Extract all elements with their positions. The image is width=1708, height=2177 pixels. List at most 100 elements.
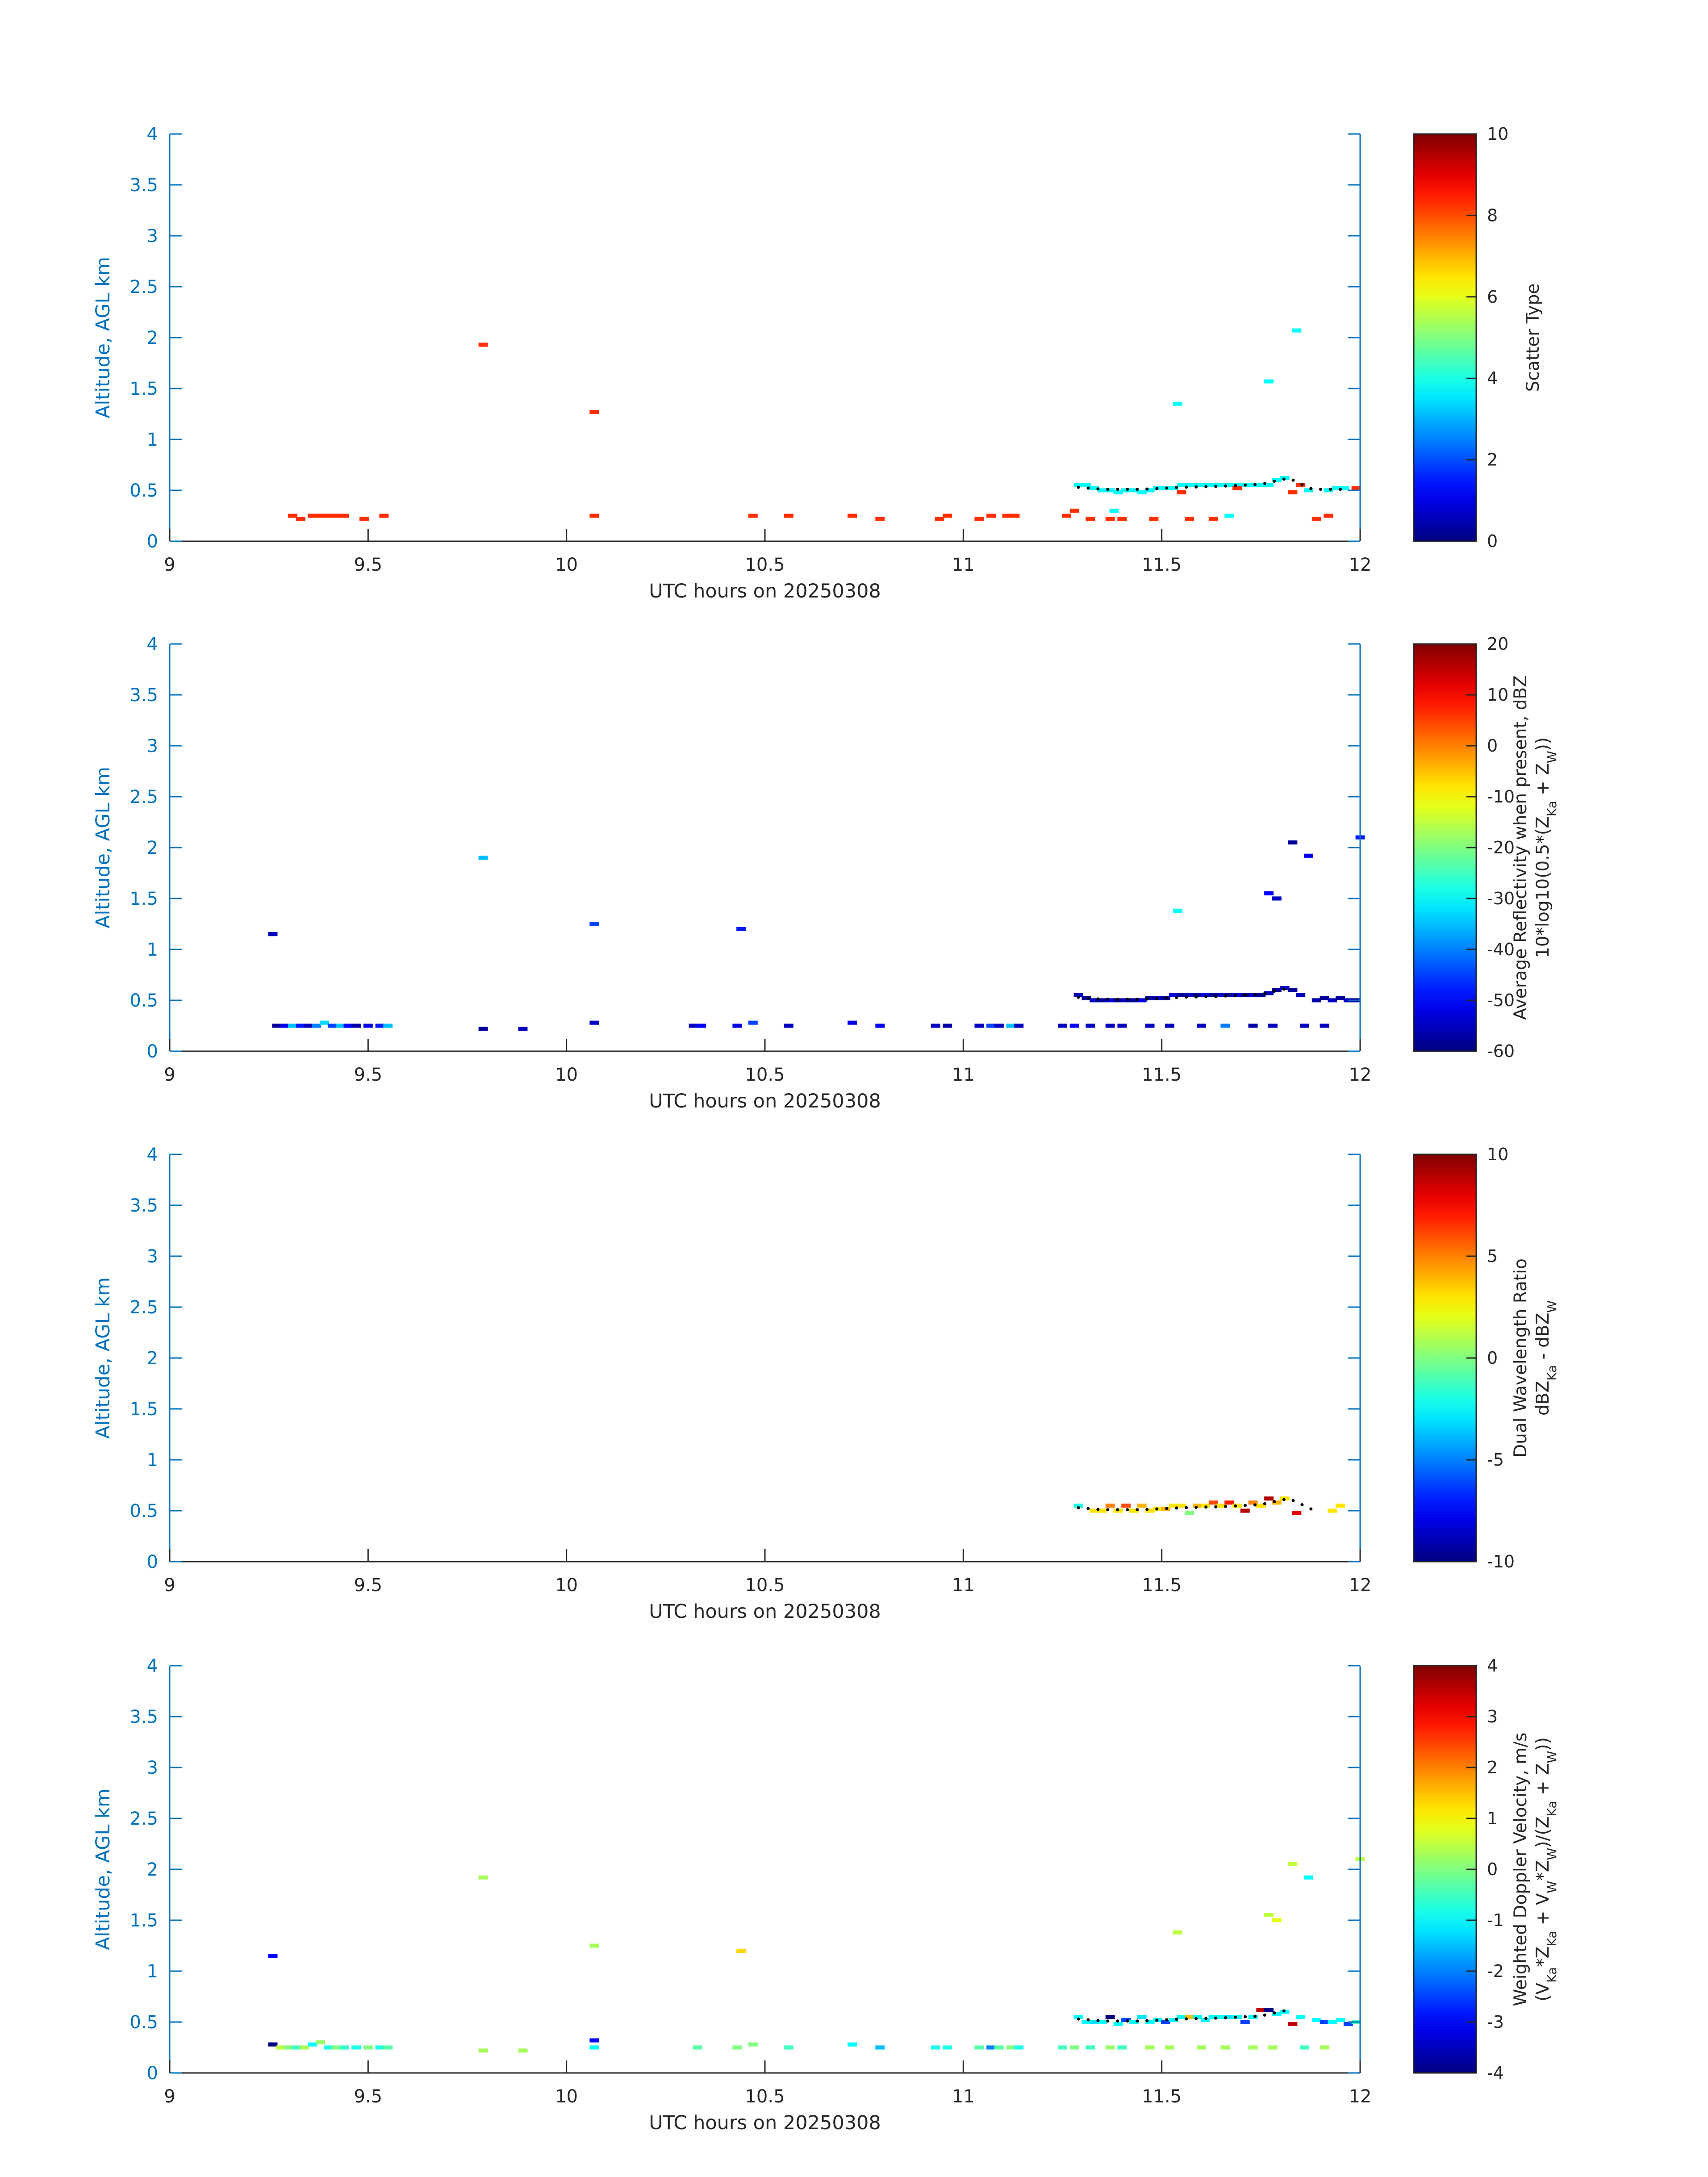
heatmap-cell bbox=[335, 1024, 345, 1028]
heatmap-cell bbox=[1208, 2015, 1218, 2019]
heatmap-cell bbox=[1311, 998, 1321, 1003]
colorbar-label-part: Dual Wavelength Ratio bbox=[1511, 1258, 1531, 1458]
heatmap-cell bbox=[1224, 2015, 1234, 2019]
heatmap-cell bbox=[359, 517, 369, 521]
colorbar-tick-label: -30 bbox=[1487, 889, 1515, 908]
heatmap-cell bbox=[1117, 1024, 1127, 1028]
y-tick-label: 1 bbox=[147, 430, 158, 450]
heatmap-cell bbox=[1328, 1508, 1337, 1513]
colorbar-label-part: dBZ bbox=[1533, 1381, 1553, 1416]
x-tick-label: 12 bbox=[1349, 2086, 1372, 2107]
x-tick-label: 10.5 bbox=[745, 1065, 785, 1085]
colorbar-label: 10*log10(0.5*(ZKa + ZW)) bbox=[1533, 737, 1559, 958]
colorbar-tick-label: -3 bbox=[1487, 2012, 1504, 2032]
heatmap-cell bbox=[288, 1024, 297, 1028]
heatmap-cell bbox=[875, 2045, 885, 2050]
colorbar-label-part: (V bbox=[1533, 1983, 1553, 2002]
heatmap-cell bbox=[1129, 998, 1139, 1003]
heatmap-cell bbox=[1197, 2045, 1206, 2050]
colorbar-tick-label: 10 bbox=[1487, 1145, 1508, 1164]
heatmap-cell bbox=[1340, 486, 1349, 490]
heatmap-cell bbox=[1082, 2020, 1091, 2024]
heatmap-cell bbox=[1086, 517, 1095, 521]
heatmap-cell bbox=[1185, 2015, 1194, 2019]
heatmap-cell bbox=[1137, 1504, 1147, 1508]
y-tick-label: 3 bbox=[147, 1246, 158, 1267]
colorbar-tick-label: -40 bbox=[1487, 940, 1515, 959]
heatmap-cell bbox=[1177, 2015, 1186, 2019]
heatmap-cell bbox=[1232, 483, 1242, 488]
colorbar-label-subscript: W bbox=[1545, 1300, 1559, 1313]
colorbar-tick-label: -4 bbox=[1487, 2063, 1504, 2083]
heatmap-cell bbox=[986, 514, 996, 518]
heatmap-cell bbox=[1169, 993, 1178, 998]
x-tick-label: 9 bbox=[164, 555, 175, 575]
y-tick-label: 2 bbox=[147, 328, 158, 348]
heatmap-cell bbox=[383, 1024, 393, 1028]
heatmap-cell bbox=[1296, 483, 1306, 488]
heatmap-cell bbox=[848, 1020, 857, 1025]
heatmap-cell bbox=[1185, 1511, 1194, 1515]
x-tick-label: 10 bbox=[555, 2086, 578, 2107]
colorbar-tick-label: 10 bbox=[1487, 124, 1508, 144]
heatmap-cell bbox=[478, 1875, 488, 1880]
heatmap-cell bbox=[1014, 1024, 1024, 1028]
heatmap-cell bbox=[1177, 490, 1186, 495]
colorbar-tick-label: -20 bbox=[1487, 838, 1515, 857]
heatmap-cell bbox=[1165, 2045, 1174, 2050]
heatmap-cell bbox=[589, 1943, 599, 1948]
heatmap-cell bbox=[1336, 996, 1345, 1000]
heatmap-cell bbox=[748, 2042, 758, 2047]
heatmap-cell bbox=[1002, 514, 1012, 518]
heatmap-cell bbox=[589, 409, 599, 414]
heatmap-cell bbox=[339, 514, 349, 518]
colorbar-tick-label: 0 bbox=[1487, 531, 1498, 551]
x-tick-label: 11 bbox=[952, 1575, 975, 1596]
heatmap-cell bbox=[1173, 908, 1182, 913]
heatmap-cell bbox=[379, 514, 389, 518]
heatmap-cell bbox=[1105, 1504, 1115, 1508]
y-tick-label: 3 bbox=[147, 1758, 158, 1778]
heatmap-cell bbox=[732, 1024, 742, 1028]
heatmap-cell bbox=[1082, 483, 1091, 488]
heatmap-cell bbox=[736, 1948, 746, 1953]
heatmap-cell bbox=[1232, 2015, 1242, 2019]
heatmap-cell bbox=[875, 517, 885, 521]
y-tick-label: 0 bbox=[147, 1041, 158, 1062]
heatmap-cell bbox=[697, 1024, 706, 1028]
heatmap-cell bbox=[1177, 483, 1186, 488]
y-tick-label: 1 bbox=[147, 1961, 158, 1982]
heatmap-cell bbox=[1351, 486, 1361, 490]
heatmap-cell bbox=[1288, 1862, 1298, 1867]
x-axis-label: UTC hours on 20250308 bbox=[649, 1600, 881, 1623]
heatmap-cell bbox=[732, 2045, 742, 2050]
colorbar-tick-label: 4 bbox=[1487, 368, 1498, 388]
heatmap-cell bbox=[478, 856, 488, 860]
heatmap-cell bbox=[268, 2042, 278, 2047]
colorbar bbox=[1413, 1153, 1477, 1563]
heatmap-cell bbox=[308, 2042, 317, 2047]
heatmap-cell bbox=[316, 2040, 326, 2045]
heatmap-cell bbox=[931, 1024, 940, 1028]
heatmap-cell bbox=[1320, 2020, 1329, 2024]
heatmap-cell bbox=[1208, 993, 1218, 998]
heatmap-cell bbox=[1272, 1918, 1282, 1922]
y-tick-label: 3.5 bbox=[129, 1195, 158, 1216]
heatmap-cell bbox=[1343, 2022, 1353, 2027]
heatmap-cell bbox=[1193, 993, 1203, 998]
heatmap-cell bbox=[1304, 1875, 1313, 1880]
colorbar-label: Weighted Doppler Velocity, m/s bbox=[1511, 1733, 1531, 2006]
heatmap-cell bbox=[1069, 2045, 1079, 2050]
heatmap-cell bbox=[1121, 1504, 1131, 1508]
heatmap-cell bbox=[1145, 488, 1155, 493]
heatmap-cell bbox=[1165, 1024, 1174, 1028]
y-axis-label: Altitude, AGL km bbox=[92, 257, 114, 418]
heatmap-cell bbox=[1232, 486, 1242, 490]
heatmap-cell bbox=[1097, 1508, 1107, 1513]
heatmap-cell bbox=[1288, 988, 1298, 992]
colorbar-tick-label: -10 bbox=[1487, 787, 1515, 806]
colorbar-tick-label: 1 bbox=[1487, 1809, 1498, 1828]
heatmap-cell bbox=[1090, 998, 1099, 1003]
y-axis-label: Altitude, AGL km bbox=[92, 767, 114, 928]
heatmap-cell bbox=[331, 2045, 341, 2050]
